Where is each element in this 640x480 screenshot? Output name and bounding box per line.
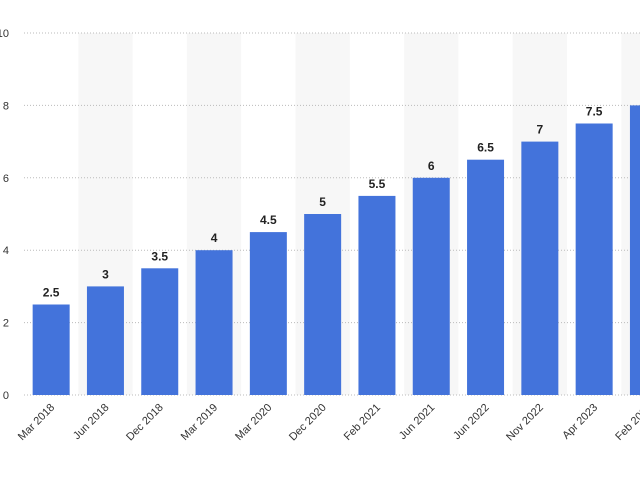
x-tick-label: Jun 2022 [451, 402, 491, 442]
bar [32, 304, 70, 395]
x-tick-label: Feb 2024 [613, 402, 640, 443]
x-tick-label: Dec 2020 [287, 402, 329, 444]
y-tick-label: 0 [3, 390, 9, 402]
value-label: 5.5 [369, 177, 386, 191]
value-label: 4 [211, 231, 218, 245]
bar [195, 250, 233, 395]
x-tick-label: Nov 2022 [504, 402, 546, 444]
y-tick-label: 2 [3, 318, 9, 330]
value-label: 6.5 [477, 141, 494, 155]
bar [575, 123, 613, 395]
value-label: 3 [102, 267, 109, 281]
value-label: 2.5 [43, 286, 60, 300]
bar [358, 195, 396, 395]
bar [629, 105, 640, 396]
y-tick-label: 4 [3, 245, 9, 257]
x-tick-label: Jun 2018 [71, 402, 111, 442]
bar [412, 177, 450, 395]
y-tick-label: 8 [3, 100, 9, 112]
x-tick-label: Feb 2021 [342, 402, 383, 443]
x-tick-label: Mar 2018 [16, 402, 57, 443]
bar [467, 159, 505, 395]
x-tick-label: Dec 2018 [124, 402, 166, 444]
value-label: 3.5 [151, 249, 168, 263]
x-tick-label: Mar 2019 [179, 402, 220, 443]
value-label: 6 [428, 159, 435, 173]
x-tick-label: Jun 2021 [397, 402, 437, 442]
bar [86, 286, 124, 395]
bar [249, 232, 287, 395]
value-label: 4.5 [260, 213, 277, 227]
value-label: 7.5 [586, 105, 603, 119]
x-tick-label: Mar 2020 [233, 402, 274, 443]
value-label: 7 [537, 123, 544, 137]
value-label: 5 [319, 195, 326, 209]
bar [141, 268, 179, 395]
y-tick-label: 6 [3, 173, 9, 185]
x-tick-label: Apr 2023 [560, 402, 600, 442]
bar [521, 141, 559, 395]
bar [304, 214, 342, 395]
y-tick-label: 10 [0, 28, 9, 40]
